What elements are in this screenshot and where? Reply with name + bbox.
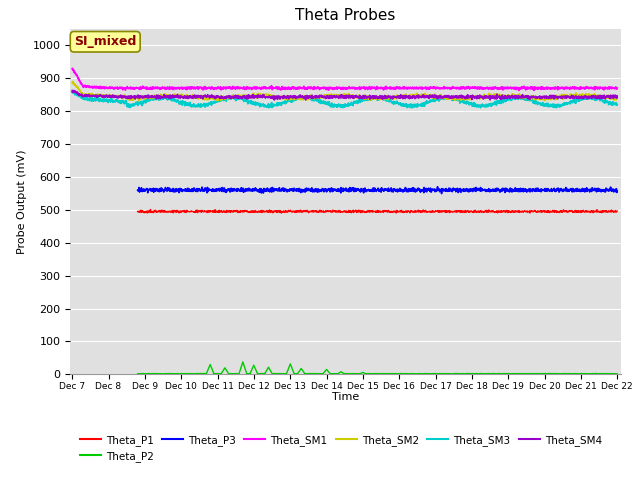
Theta_SM3 (68, 89, 76, 95)
Theta_SM1 (68, 66, 76, 72)
Theta_SM3 (598, 97, 605, 103)
Theta_SM1 (613, 85, 621, 91)
Theta_SM2 (598, 94, 605, 100)
Theta_SM2 (334, 92, 342, 98)
Theta_SM2 (97, 92, 104, 98)
Title: Theta Probes: Theta Probes (296, 9, 396, 24)
Line: Theta_SM1: Theta_SM1 (72, 68, 617, 91)
Theta_P1 (597, 208, 605, 214)
Theta_P3 (333, 187, 341, 192)
Theta_P2 (597, 371, 605, 377)
Theta_SM2 (68, 80, 76, 85)
Theta_SM4 (498, 96, 506, 102)
Theta_SM1 (598, 85, 605, 91)
Theta_SM4 (598, 96, 605, 102)
Theta_SM2 (319, 94, 327, 100)
Theta_SM3 (613, 102, 621, 108)
Theta_SM2 (613, 96, 621, 101)
Theta_SM4 (319, 94, 327, 99)
Theta_SM1 (97, 84, 104, 89)
Theta_P2 (319, 371, 326, 377)
Theta_P2 (598, 372, 605, 377)
Theta_SM4 (333, 95, 341, 100)
Theta_SM1 (498, 86, 506, 92)
Theta_SM1 (598, 85, 605, 91)
Theta_P1 (613, 208, 621, 214)
Theta_SM4 (598, 94, 605, 100)
Theta_SM4 (270, 97, 278, 103)
Legend: Theta_P1, Theta_P2, Theta_P3, Theta_SM1, Theta_SM2, Theta_SM3, Theta_SM4: Theta_P1, Theta_P2, Theta_P3, Theta_SM1,… (76, 431, 606, 466)
Line: Theta_P3: Theta_P3 (138, 187, 617, 193)
Theta_SM1 (515, 88, 523, 94)
Theta_SM3 (97, 96, 104, 101)
Theta_SM3 (68, 89, 76, 95)
Theta_P1 (497, 208, 505, 214)
Line: Theta_P1: Theta_P1 (138, 209, 617, 213)
Theta_P2 (333, 372, 341, 377)
Theta_P1 (598, 210, 605, 216)
Theta_SM2 (598, 95, 605, 101)
Theta_P2 (497, 371, 505, 377)
Theta_SM3 (498, 98, 506, 104)
Theta_SM1 (68, 65, 76, 71)
Theta_SM3 (408, 105, 416, 111)
Line: Theta_P2: Theta_P2 (138, 362, 617, 374)
Theta_SM2 (69, 79, 77, 84)
Theta_SM1 (333, 86, 341, 92)
Theta_P3 (598, 187, 605, 193)
Theta_P1 (319, 209, 326, 215)
Theta_SM4 (96, 93, 104, 98)
Theta_P3 (597, 189, 605, 195)
Theta_P1 (333, 209, 341, 215)
Line: Theta_SM4: Theta_SM4 (72, 91, 617, 100)
Theta_SM2 (135, 98, 143, 104)
Y-axis label: Probe Output (mV): Probe Output (mV) (17, 149, 27, 254)
Theta_P3 (613, 189, 621, 194)
Theta_P2 (613, 371, 621, 377)
Theta_P3 (497, 188, 505, 193)
Text: SI_mixed: SI_mixed (74, 35, 136, 48)
Theta_SM1 (319, 85, 327, 91)
Theta_SM3 (319, 99, 327, 105)
Theta_SM2 (498, 93, 506, 99)
Line: Theta_SM2: Theta_SM2 (72, 82, 617, 101)
Theta_SM3 (333, 104, 341, 110)
Theta_SM3 (598, 96, 605, 101)
Theta_P3 (319, 187, 326, 192)
Theta_SM4 (68, 88, 76, 94)
X-axis label: Time: Time (332, 393, 359, 402)
Theta_SM4 (613, 93, 621, 99)
Line: Theta_SM3: Theta_SM3 (72, 92, 617, 108)
